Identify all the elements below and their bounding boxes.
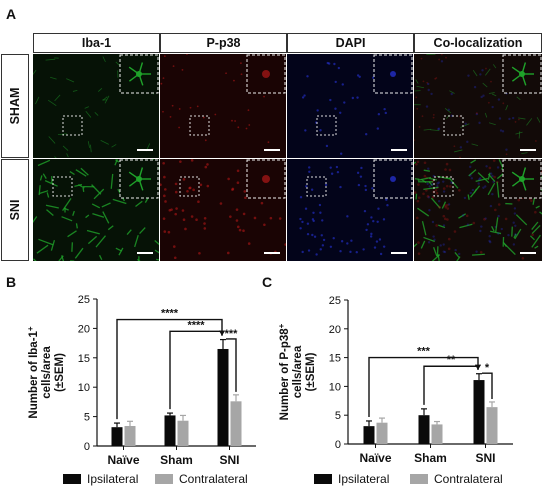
- panel-a-letter: A: [6, 6, 17, 22]
- column-header-colocalization: Co-localization: [414, 33, 542, 53]
- y-axis-label-line: (±SEM): [305, 352, 317, 391]
- y-axis-label-line: cells/area: [41, 346, 53, 399]
- y-tick-label: 0: [84, 441, 90, 453]
- significance-bracket: [116, 318, 223, 420]
- x-tick-label: SNI: [219, 453, 239, 467]
- bar-ipsilateral: [418, 415, 430, 444]
- y-axis-label-line: cells/area: [292, 345, 304, 398]
- bar-contralateral: [124, 426, 136, 446]
- y-tick-label: 5: [335, 410, 341, 422]
- micrograph-sham-coloc: [414, 54, 542, 158]
- y-axis-label-line: Number of P-p38+: [277, 323, 292, 420]
- bar-contralateral: [431, 424, 443, 444]
- y-tick-label: 15: [329, 353, 341, 365]
- chart-b: 0 5 10 15 20 25 Number of Iba-1+cells/area (±SE…: [26, 294, 256, 486]
- y-tick-label: 10: [78, 382, 90, 394]
- significance-label: ***: [225, 328, 239, 340]
- micrograph-sni-pp38: [160, 159, 286, 261]
- significance-bracket: [226, 338, 237, 392]
- bar-ipsilateral: [473, 380, 485, 444]
- significance-label: ****: [187, 319, 205, 331]
- legend-label-ipsilateral: Ipsilateral: [87, 472, 138, 486]
- y-tick-label: 20: [78, 323, 90, 335]
- row-header-sham: SHAM: [1, 54, 29, 158]
- bar-ipsilateral: [217, 348, 229, 446]
- significance-bracket: [169, 330, 223, 410]
- row-header-sni: SNI: [1, 159, 29, 261]
- significance-label: *: [485, 362, 490, 374]
- panel-c-letter: C: [262, 274, 273, 290]
- legend-label-contralateral: Contralateral: [179, 472, 248, 486]
- y-tick-label: 0: [335, 439, 341, 451]
- bar-ipsilateral: [363, 426, 375, 444]
- y-tick-label: 10: [329, 381, 341, 393]
- chart-c: 0 5 10 15 20 25 Number of P-p38+cells/area (±SE…: [277, 295, 513, 486]
- bracket-arrowhead: [219, 330, 225, 336]
- y-tick-label: 5: [84, 412, 90, 424]
- column-header-pp38: P-p38: [160, 33, 287, 53]
- y-axis-label-line: Number of Iba-1+: [26, 326, 41, 419]
- legend-swatch: [155, 474, 173, 484]
- y-tick-label: 15: [78, 353, 90, 365]
- legend-swatch: [63, 474, 81, 484]
- column-header-iba1: Iba-1: [33, 33, 160, 53]
- significance-label: **: [447, 354, 456, 366]
- significance-bracket: [482, 372, 493, 399]
- x-tick-label: Naïve: [107, 453, 139, 467]
- x-tick-label: SNI: [475, 451, 495, 465]
- legend-label-contralateral: Contralateral: [434, 472, 503, 486]
- bar-contralateral: [486, 407, 498, 444]
- micrograph-sni-coloc: [414, 159, 542, 261]
- panel-b-letter: B: [6, 274, 17, 290]
- legend-swatch: [410, 474, 428, 484]
- micrograph-sham-dapi: [287, 54, 413, 158]
- micrograph-sni-iba1: [33, 159, 159, 261]
- y-axis-label: Number of P-p38+cells/area (±SEM): [277, 323, 318, 420]
- legend-swatch: [314, 474, 332, 484]
- row-label-sham: SHAM: [8, 87, 22, 125]
- bar-ipsilateral: [111, 427, 123, 446]
- micrograph-sham-pp38: [160, 54, 286, 158]
- bar-contralateral: [230, 401, 242, 446]
- bracket-arrowhead: [475, 364, 481, 370]
- legend-label-ipsilateral: Ipsilateral: [338, 472, 389, 486]
- column-header-dapi: DAPI: [287, 33, 414, 53]
- row-label-sni: SNI: [8, 199, 22, 221]
- significance-label: ***: [417, 346, 431, 358]
- significance-label: ****: [161, 308, 179, 320]
- y-tick-label: 20: [329, 324, 341, 336]
- y-tick-label: 25: [78, 294, 90, 306]
- x-tick-label: Sham: [160, 453, 193, 467]
- y-axis-label-line: (±SEM): [54, 353, 66, 392]
- x-tick-label: Sham: [414, 451, 447, 465]
- significance-bracket: [423, 365, 479, 405]
- bar-contralateral: [177, 420, 189, 446]
- micrograph-sni-dapi: [287, 159, 413, 261]
- x-tick-label: Naïve: [359, 451, 391, 465]
- bar-contralateral: [376, 422, 388, 444]
- significance-bracket: [368, 356, 479, 417]
- y-axis-label: Number of Iba-1+cells/area (±SEM): [26, 326, 67, 419]
- micrograph-sham-iba1: [33, 54, 159, 158]
- y-tick-label: 25: [329, 295, 341, 307]
- bar-ipsilateral: [164, 415, 176, 446]
